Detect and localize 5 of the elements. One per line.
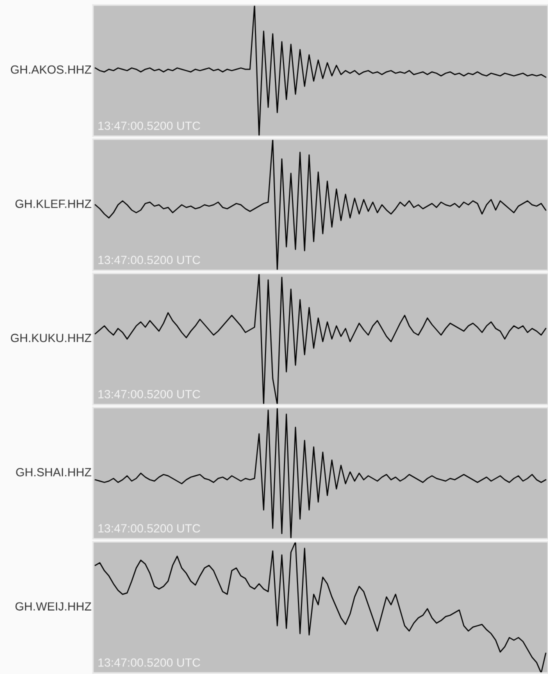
y-axis-title: GH.SHAI.HHZ [16,468,92,476]
y-axis-title: GH.AKOS.HHZ [10,65,92,74]
y-axis-title: GH.KUKU.HHZ [10,334,92,342]
y-axis-title: GH.KLEF.HHZ [15,200,92,208]
y-axis-title: GH.WEIJ.HHZ [15,602,92,611]
